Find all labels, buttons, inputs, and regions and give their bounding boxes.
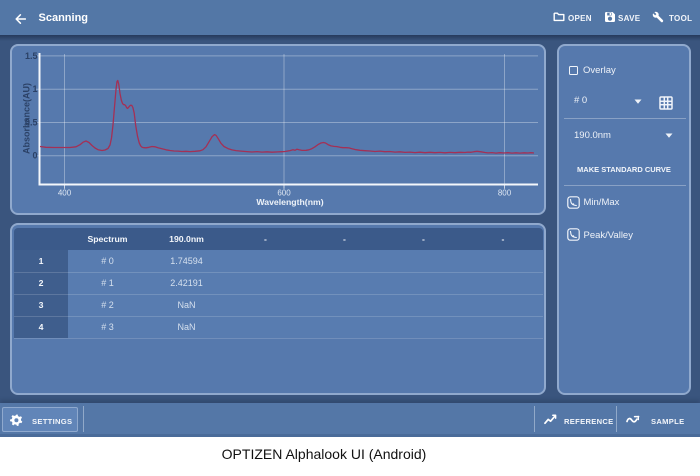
svg-text:1.5: 1.5 [25,51,38,61]
svg-text:400: 400 [58,189,72,198]
svg-text:0: 0 [32,151,37,161]
svg-text:Absorbance(AU): Absorbance(AU) [22,83,32,154]
svg-text:800: 800 [498,189,512,198]
svg-text:600: 600 [277,189,291,198]
svg-text:1: 1 [32,84,37,94]
svg-text:Wavelength(nm): Wavelength(nm) [256,197,323,207]
svg-text:0.5: 0.5 [25,117,38,127]
